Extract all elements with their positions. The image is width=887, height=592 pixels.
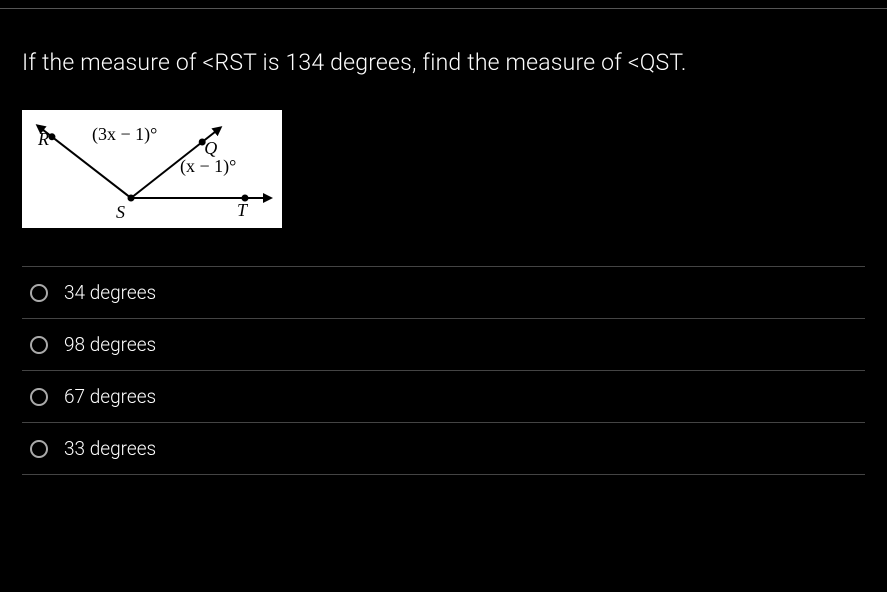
answer-option[interactable]: 34 degrees	[22, 267, 865, 319]
radio-icon	[30, 388, 48, 406]
radio-icon	[30, 440, 48, 458]
svg-text:R: R	[37, 129, 49, 149]
option-label: 33 degrees	[64, 437, 156, 460]
svg-text:(3x − 1)°: (3x − 1)°	[92, 124, 157, 145]
option-label: 34 degrees	[64, 281, 156, 304]
question-block: If the measure of <RST is 134 degrees, f…	[0, 9, 887, 475]
geometry-diagram: R Q T S (3x − 1)° (x − 1)°	[22, 110, 282, 228]
radio-icon	[30, 284, 48, 302]
svg-text:T: T	[237, 200, 249, 220]
answer-option[interactable]: 67 degrees	[22, 371, 865, 423]
radio-icon	[30, 336, 48, 354]
svg-text:S: S	[116, 202, 125, 222]
answer-option[interactable]: 98 degrees	[22, 319, 865, 371]
answer-option[interactable]: 33 degrees	[22, 423, 865, 475]
diagram-svg: R Q T S (3x − 1)° (x − 1)°	[22, 110, 282, 228]
answer-options: 34 degrees 98 degrees 67 degrees 33 degrees	[22, 266, 865, 475]
option-label: 98 degrees	[64, 333, 156, 356]
svg-text:(x − 1)°: (x − 1)°	[180, 156, 236, 177]
option-label: 67 degrees	[64, 385, 156, 408]
svg-text:Q: Q	[204, 138, 217, 158]
question-text: If the measure of <RST is 134 degrees, f…	[22, 49, 865, 76]
